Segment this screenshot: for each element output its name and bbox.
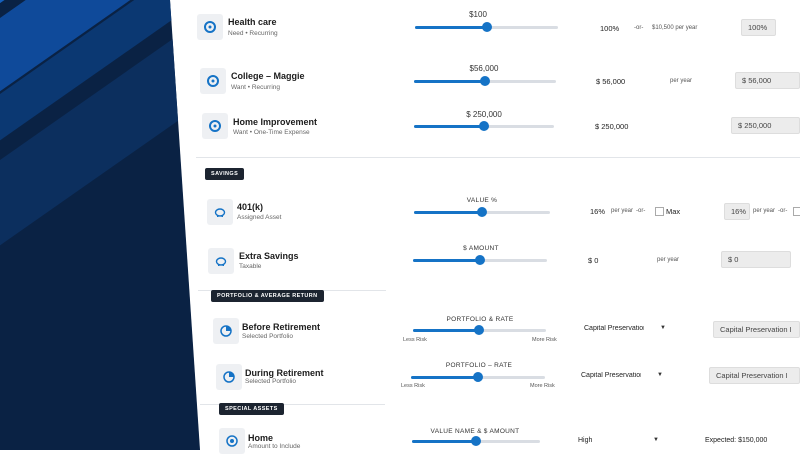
row-name: Home Improvement — [233, 117, 318, 127]
amount-value: $ 0 — [588, 256, 599, 265]
slider-thumb[interactable] — [482, 22, 492, 32]
college-slider[interactable] — [414, 76, 556, 86]
slider-thumb[interactable] — [480, 76, 490, 86]
slider-thumb[interactable] — [479, 121, 489, 131]
before-retirement-input[interactable]: Capital Preservation I — [713, 321, 800, 338]
row-name: During Retirement — [245, 368, 324, 378]
or-label: -or- — [636, 208, 646, 214]
amount-value: $ 56,000 — [596, 77, 626, 86]
extra-savings-slider[interactable] — [413, 255, 547, 265]
more-risk-label: More Risk — [530, 383, 555, 389]
extra-savings-amount-input[interactable]: $ 0 — [721, 251, 791, 268]
less-risk-label: Less Risk — [401, 383, 425, 389]
slider-fill — [414, 80, 485, 83]
during-retirement-input[interactable]: Capital Preservation I — [709, 367, 800, 384]
section-tag-portfolio: PORTFOLIO & AVERAGE RETURN — [211, 290, 324, 302]
section-divider — [200, 404, 385, 405]
health-icon — [197, 14, 223, 40]
or-label: -or- — [778, 208, 788, 214]
max-label: Max — [666, 207, 681, 216]
slider-fill — [412, 440, 476, 443]
row-subtitle: Need • Recurring — [228, 30, 278, 37]
row-name: Health care — [228, 17, 277, 27]
college-icon — [200, 68, 226, 94]
home-value-slider[interactable] — [412, 436, 540, 446]
percent-value: 16% — [590, 207, 606, 216]
row-name: 401(k) — [237, 202, 264, 212]
per-year-label: per year — [753, 208, 776, 214]
row-name: Extra Savings — [239, 251, 299, 261]
college-amount-input[interactable]: $ 56,000 — [735, 72, 800, 89]
row-subtitle: Selected Portfolio — [245, 378, 296, 385]
row-subtitle: Assigned Asset — [237, 214, 282, 221]
portfolio-icon — [216, 364, 242, 390]
less-risk-label: Less Risk — [403, 337, 427, 343]
home-improvement-amount-input[interactable]: $ 250,000 — [731, 117, 800, 134]
piggy-bank-icon — [208, 248, 234, 274]
row-name: Home — [248, 433, 274, 443]
row-subtitle: Want • Recurring — [231, 84, 280, 91]
section-tag-special-assets: SPECIAL ASSETS — [219, 403, 284, 415]
slider-fill — [413, 329, 479, 332]
slider-thumb[interactable] — [471, 436, 481, 446]
401k-slider[interactable] — [414, 207, 550, 217]
home-icon — [219, 428, 245, 454]
health-slider[interactable] — [415, 22, 558, 32]
amount-value: $ 250,000 — [595, 122, 629, 131]
slider-label: $ 250,000 — [466, 110, 502, 119]
chevron-down-icon[interactable]: ▼ — [657, 372, 663, 378]
before-retirement-select[interactable]: Capital Preservation I — [584, 325, 644, 332]
per-year-label: per year — [611, 208, 634, 214]
slider-label: $ AMOUNT — [463, 245, 499, 252]
per-year-label: per year — [670, 78, 693, 84]
slider-fill — [413, 259, 480, 262]
before-retirement-slider[interactable] — [413, 325, 546, 335]
home-improvement-slider[interactable] — [414, 121, 554, 131]
row-subtitle: Want • One-Time Expense — [233, 129, 310, 136]
slider-label: VALUE % — [466, 197, 498, 204]
401k-percent-input[interactable]: 16% — [724, 203, 750, 220]
slider-label: VALUE NAME & $ AMOUNT — [430, 428, 520, 435]
more-risk-label: More Risk — [532, 337, 557, 343]
or-label: -or- — [634, 25, 644, 31]
max-checkbox[interactable] — [655, 207, 664, 216]
slider-thumb[interactable] — [473, 372, 483, 382]
chevron-down-icon[interactable]: ▼ — [653, 437, 659, 443]
home-improvement-icon — [202, 113, 228, 139]
during-retirement-slider[interactable] — [411, 372, 545, 382]
slider-label: PORTFOLIO & RATE — [446, 316, 514, 323]
expected-value: Expected: $150,000 — [705, 437, 768, 444]
row-subtitle: Amount to Include — [248, 443, 301, 450]
slider-fill — [414, 125, 484, 128]
piggy-bank-icon — [207, 199, 233, 225]
during-retirement-select[interactable]: Capital Preservation I — [581, 372, 641, 379]
slider-thumb[interactable] — [474, 325, 484, 335]
section-tag-savings: SAVINGS — [205, 168, 245, 180]
max-checkbox[interactable] — [793, 207, 800, 216]
section-divider — [196, 157, 800, 158]
slider-label: PORTFOLIO – RATE — [445, 362, 513, 369]
slider-label: $56,000 — [469, 64, 499, 73]
percent-value: 100% — [600, 24, 620, 33]
slider-fill — [415, 26, 487, 29]
per-year-label: $10,500 per year — [652, 25, 698, 31]
row-subtitle: Taxable — [239, 263, 262, 270]
portfolio-icon — [213, 318, 239, 344]
slider-fill — [414, 211, 482, 214]
row-name: Before Retirement — [242, 322, 321, 332]
decorative-background-panel — [0, 0, 200, 450]
row-subtitle: Selected Portfolio — [242, 333, 293, 340]
slider-thumb[interactable] — [475, 255, 485, 265]
chevron-down-icon[interactable]: ▼ — [660, 325, 666, 331]
health-percent-input[interactable]: 100% — [741, 19, 776, 36]
slider-label: $100 — [469, 10, 487, 19]
slider-fill — [411, 376, 478, 379]
home-value-select[interactable]: High — [578, 437, 593, 444]
slider-thumb[interactable] — [477, 207, 487, 217]
per-year-label: per year — [657, 257, 680, 263]
row-name: College – Maggie — [231, 71, 305, 81]
